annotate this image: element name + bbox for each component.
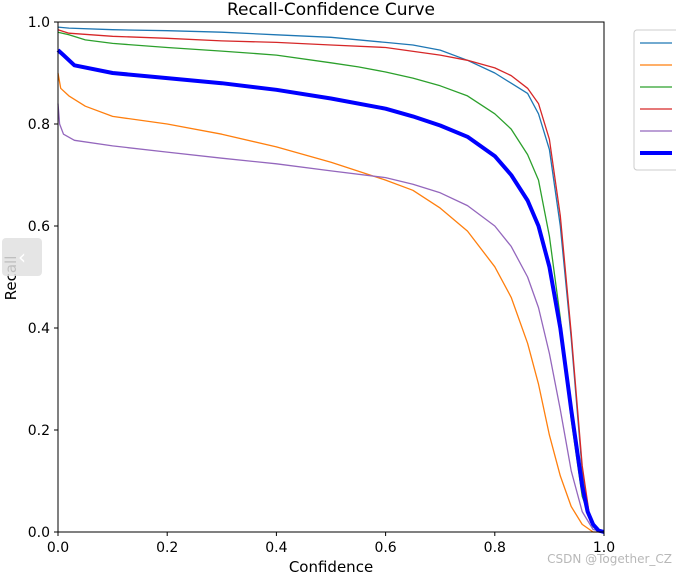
chart-title: Recall-Confidence Curve xyxy=(227,0,435,20)
watermark-text: CSDN @Together_CZ xyxy=(547,552,672,566)
y-axis-ticks: 0.0 0.2 0.4 0.6 0.8 1.0 xyxy=(28,15,58,541)
prev-arrow-button[interactable]: ‹ xyxy=(2,238,42,276)
legend xyxy=(633,29,676,171)
y-tick-label: 0.2 xyxy=(28,423,50,439)
x-tick-label: 0.2 xyxy=(156,540,178,556)
x-axis-ticks: 0.0 0.2 0.4 0.6 0.8 1.0 xyxy=(47,532,615,556)
y-tick-label: 0.6 xyxy=(28,219,50,235)
series-line-5 xyxy=(57,103,605,533)
x-tick-label: 0.8 xyxy=(484,540,506,556)
plot-frame xyxy=(57,21,605,533)
series-line-2 xyxy=(57,72,604,533)
chevron-left-icon: ‹ xyxy=(18,245,26,269)
y-tick-label: 1.0 xyxy=(28,15,50,31)
y-tick-label: 0.8 xyxy=(28,117,50,133)
x-tick-label: 0.6 xyxy=(374,540,396,556)
y-tick-label: 0.0 xyxy=(28,525,50,541)
x-axis-title: Confidence xyxy=(289,558,373,572)
x-tick-label: 0.4 xyxy=(265,540,287,556)
series-line-3 xyxy=(57,31,605,533)
legend-box xyxy=(633,29,676,171)
y-tick-label: 0.4 xyxy=(28,321,50,337)
series-line-6 xyxy=(56,48,605,534)
plot-area xyxy=(56,26,605,534)
x-tick-label: 1.0 xyxy=(593,540,615,556)
series-line-1 xyxy=(57,26,604,533)
series-line-4 xyxy=(57,29,604,533)
x-tick-label: 0.0 xyxy=(47,540,69,556)
